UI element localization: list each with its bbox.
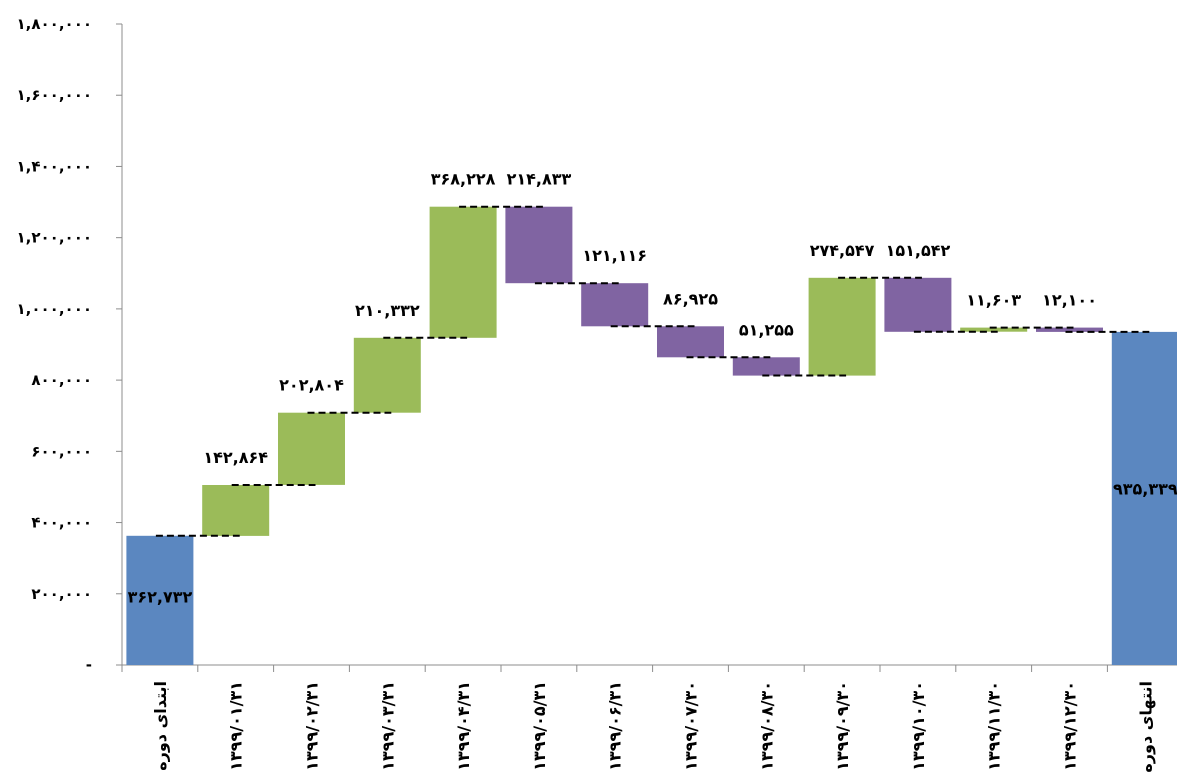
bar-decrease	[505, 206, 573, 284]
bar-total	[126, 535, 194, 665]
bar-decrease	[581, 283, 649, 327]
y-tick-label: ۱,۴۰۰,۰۰۰	[17, 157, 92, 175]
y-tick-label: ۶۰۰,۰۰۰	[31, 442, 92, 460]
bar-total	[1111, 331, 1177, 665]
data-label: ۱۲,۱۰۰	[1042, 291, 1097, 310]
data-label: ۱۵۱,۵۴۲	[886, 241, 951, 260]
x-axis	[121, 664, 1177, 672]
x-category-label: ۱۳۹۹/۰۱/۳۱	[227, 681, 246, 771]
bar-decrease	[1036, 327, 1103, 332]
bar-increase	[808, 277, 876, 376]
y-tick-label: ۸۰۰,۰۰۰	[31, 371, 92, 389]
bar-increase	[202, 485, 270, 536]
bar-increase	[278, 412, 345, 485]
x-category-label: ۱۳۹۹/۰۴/۳۱	[454, 681, 473, 771]
x-category-label: ۱۳۹۹/۰۷/۳۰	[682, 681, 701, 771]
bar-increase	[960, 327, 1028, 332]
x-category-label: ابتدای دوره	[151, 681, 170, 771]
y-tick-label: ۱,۰۰۰,۰۰۰	[17, 300, 92, 318]
bar-increase	[429, 206, 497, 338]
data-label: ۱۱,۶۰۳	[966, 291, 1021, 310]
x-category-label: ۱۳۹۹/۰۸/۳۰	[757, 681, 776, 771]
bar-decrease	[657, 326, 724, 358]
data-label: ۸۶,۹۲۵	[663, 289, 718, 308]
data-label: ۱۲۱,۱۱۶	[582, 246, 647, 265]
bar-decrease	[884, 277, 952, 332]
data-label: ۳۶۸,۲۲۸	[431, 170, 496, 189]
x-category-label: انتهای دوره	[1136, 681, 1155, 773]
bar-decrease	[732, 357, 800, 376]
x-category-label: ۱۳۹۹/۰۲/۳۱	[303, 681, 322, 771]
data-label: ۱۴۲,۸۶۴	[203, 448, 268, 467]
y-tick-label: ۴۰۰,۰۰۰	[31, 514, 92, 532]
connector-lines	[155, 205, 1150, 537]
data-label: ۳۶۲,۷۳۲	[128, 588, 193, 607]
bar-increase	[353, 337, 421, 413]
x-category-label: ۱۳۹۹/۰۵/۳۱	[530, 681, 549, 771]
y-tick-label: ۲۰۰,۰۰۰	[31, 585, 92, 603]
data-label: ۲۰۲,۸۰۴	[279, 376, 344, 395]
bars	[126, 206, 1177, 665]
category-labels: ابتدای دوره ۱۳۹۹/۰۱/۳۱ ۱۳۹۹/۰۲/۳۱ ۱۳۹۹/۰۳/۳…	[151, 681, 1155, 773]
x-category-label: ۱۳۹۹/۱۰/۳۰	[909, 681, 928, 771]
y-tick-label: ۱,۶۰۰,۰۰۰	[17, 86, 92, 104]
data-label: ۲۱۰,۳۳۲	[355, 301, 420, 320]
x-category-label: ۱۳۹۹/۰۶/۳۱	[606, 681, 625, 771]
data-label: ۵۱,۲۵۵	[739, 320, 794, 339]
x-category-label: ۱۳۹۹/۰۳/۳۱	[378, 681, 397, 771]
data-label: ۲۷۴,۵۴۷	[810, 241, 875, 260]
data-labels: ۳۶۲,۷۳۲ ۱۴۲,۸۶۴ ۲۰۲,۸۰۴ ۲۱۰,۳۳۲ ۳۶۸,۲۲۸ ۲۱۴,۸…	[128, 170, 1177, 607]
y-axis: - ۲۰۰,۰۰۰ ۴۰۰,۰۰۰ ۶۰۰,۰۰۰ ۸۰۰,۰۰۰ ۱,۰۰۰,۰۰۰ ۱,…	[17, 15, 123, 674]
y-tick-label: -	[86, 656, 92, 674]
y-tick-label: ۱,۲۰۰,۰۰۰	[17, 229, 92, 247]
x-category-label: ۱۳۹۹/۱۲/۳۰	[1061, 681, 1080, 771]
y-tick-label: ۱,۸۰۰,۰۰۰	[17, 15, 92, 33]
x-category-label: ۱۳۹۹/۱۱/۳۰	[985, 681, 1004, 771]
x-category-label: ۱۳۹۹/۰۹/۳۰	[833, 681, 852, 771]
data-label: ۹۳۵,۳۳۹	[1113, 480, 1177, 499]
data-label: ۲۱۴,۸۳۳	[507, 170, 572, 189]
